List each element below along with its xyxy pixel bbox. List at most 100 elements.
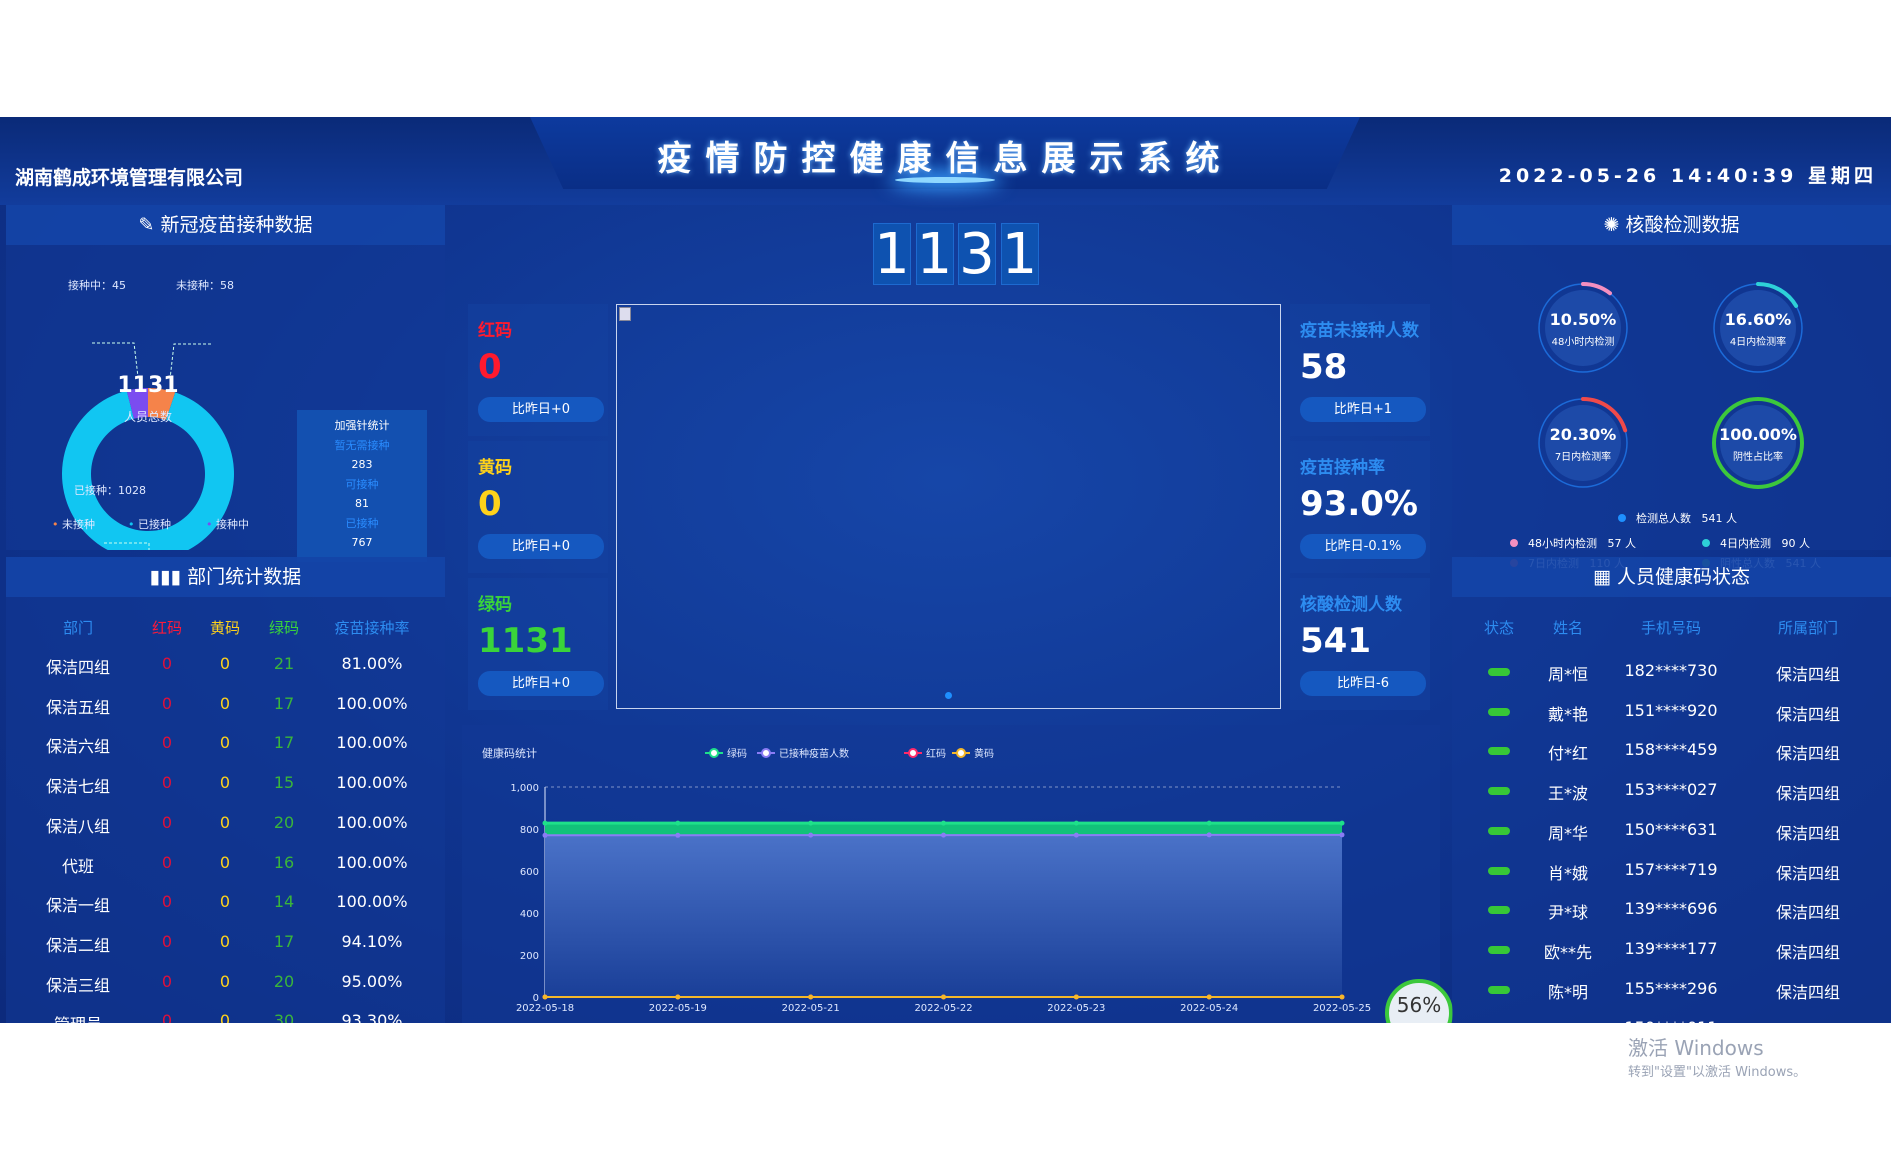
- card-delta-badge[interactable]: 比昨日+0: [478, 671, 604, 696]
- data-point[interactable]: [808, 820, 814, 826]
- y-tick-label: 1,000: [510, 783, 539, 794]
- legend-in-progress[interactable]: • 接种中: [206, 518, 249, 531]
- data-point[interactable]: [542, 994, 548, 1000]
- table-row[interactable]: 付*红 158****459 保洁四组: [1452, 740, 1891, 764]
- table-row[interactable]: 保洁四组 0 0 21 81.00%: [6, 654, 445, 678]
- stat-card: 疫苗接种率 93.0% 比昨日-0.1%: [1290, 441, 1430, 573]
- data-point[interactable]: [1073, 820, 1079, 826]
- progress-ring: [1712, 282, 1804, 374]
- table-cell: 17: [273, 693, 295, 713]
- data-point[interactable]: [1073, 994, 1079, 1000]
- table-row[interactable]: 保洁一组 0 0 14 100.00%: [6, 892, 445, 916]
- data-point[interactable]: [675, 832, 681, 838]
- table-cell: 95.00%: [341, 971, 403, 991]
- dept-panel-title: ▮▮▮ 部门统计数据: [6, 557, 445, 597]
- data-point[interactable]: [542, 832, 548, 838]
- data-point[interactable]: [1206, 994, 1212, 1000]
- table-cell: 0: [219, 1011, 231, 1023]
- data-point[interactable]: [941, 820, 946, 826]
- donut-segment[interactable]: [126, 388, 148, 419]
- table-cell: 14: [273, 892, 295, 912]
- donut-segment[interactable]: [62, 390, 234, 550]
- ring-value: 20.30%: [1549, 425, 1617, 444]
- table-row[interactable]: 周*恒 182****730 保洁四组: [1452, 661, 1891, 685]
- table-cell: 15: [273, 773, 295, 793]
- card-delta-badge[interactable]: 比昨日+0: [478, 397, 604, 422]
- data-point[interactable]: [1339, 832, 1345, 838]
- x-tick-label: 2022-05-19: [649, 1003, 707, 1014]
- table-cell: 保洁四组: [45, 658, 110, 677]
- data-point[interactable]: [542, 820, 548, 826]
- health-header-2: 手机号码: [1640, 619, 1701, 637]
- card-delta-badge[interactable]: 比昨日+1: [1300, 397, 1426, 422]
- carousel-dot[interactable]: [945, 692, 952, 699]
- data-point[interactable]: [941, 832, 946, 838]
- counter-digit: 1: [915, 222, 954, 287]
- leader-line: [104, 542, 150, 550]
- table-row[interactable]: 戴*艳 151****920 保洁四组: [1452, 701, 1891, 725]
- table-row[interactable]: 代班 0 0 16 100.00%: [6, 853, 445, 877]
- ring-value: 10.50%: [1549, 310, 1617, 329]
- x-tick-label: 2022-05-25: [1313, 1003, 1371, 1014]
- table-row[interactable]: 保洁八组 0 0 20 100.00%: [6, 813, 445, 837]
- legend-label[interactable]: 已接种疫苗人数: [779, 747, 849, 760]
- legend-label[interactable]: 绿码: [727, 747, 747, 760]
- health-panel: ▦ 人员健康码状态 状态 姓名 手机号码 所属部门 周*恒 182****730 保洁四组 戴*…: [1452, 557, 1891, 1023]
- table-cell: 182****730: [1624, 661, 1718, 680]
- data-point[interactable]: [808, 994, 814, 1000]
- card-delta-badge[interactable]: 比昨日-6: [1300, 671, 1426, 696]
- status-indicator: [1488, 707, 1510, 716]
- table-row[interactable]: 肖*娥 157****719 保洁四组: [1452, 860, 1891, 884]
- table-row[interactable]: 保洁三组 0 0 20 95.00%: [6, 972, 445, 996]
- vaccine-donut-chart: [62, 342, 234, 550]
- legend-text: 48小时内检测 57 人: [1528, 537, 1636, 550]
- data-point[interactable]: [1073, 832, 1079, 838]
- legend-dot: [1618, 514, 1626, 522]
- table-row[interactable]: 陈*明 155****296 保洁四组: [1452, 979, 1891, 1003]
- dept-header-2: 黄码: [209, 619, 240, 637]
- data-point[interactable]: [808, 832, 814, 838]
- card-delta-badge[interactable]: 比昨日-0.1%: [1300, 534, 1426, 559]
- table-cell: 代班: [61, 856, 94, 876]
- table-row[interactable]: 胡*辉150****011保洁五组: [1452, 1018, 1891, 1023]
- table-row[interactable]: 管理员 0 0 30 93.30%: [6, 1011, 445, 1023]
- progress-ring: [1712, 397, 1804, 489]
- table-row[interactable]: 保洁五组 0 0 17 100.00%: [6, 694, 445, 718]
- ring-progress: [1712, 397, 1804, 489]
- card-label: 红码: [478, 321, 512, 341]
- legend-label[interactable]: 红码: [926, 747, 946, 760]
- data-point[interactable]: [941, 994, 946, 1000]
- table-row[interactable]: 周*华 150****631 保洁四组: [1452, 820, 1891, 844]
- table-cell: 欧**先: [1543, 942, 1592, 962]
- data-point[interactable]: [675, 994, 681, 1000]
- table-cell: 保洁五组: [1738, 1018, 1878, 1023]
- donut-segment[interactable]: [148, 388, 176, 420]
- table-row[interactable]: 尹*球 139****696 保洁四组: [1452, 899, 1891, 923]
- card-value: 0: [478, 484, 502, 524]
- table-cell: 153****027: [1624, 780, 1718, 800]
- card-label: 疫苗未接种人数: [1300, 321, 1419, 341]
- table-row[interactable]: 保洁六组 0 0 17 100.00%: [6, 733, 445, 757]
- table-cell: 0: [219, 931, 231, 951]
- data-point[interactable]: [675, 820, 681, 826]
- table-row[interactable]: 王*波 153****027 保洁四组: [1452, 780, 1891, 804]
- card-delta-badge[interactable]: 比昨日+0: [478, 534, 604, 559]
- table-cell: 保洁四组: [1775, 665, 1840, 684]
- table-row[interactable]: 欧**先 139****177 保洁四组: [1452, 939, 1891, 963]
- table-cell: 保洁四组: [1775, 982, 1840, 1002]
- legend-not-vaccinated[interactable]: • 未接种: [52, 518, 95, 531]
- table-cell: 157****719: [1624, 859, 1718, 879]
- data-point[interactable]: [1339, 994, 1345, 1000]
- legend-label[interactable]: 黄码: [974, 747, 994, 760]
- booster-value: 283: [351, 458, 373, 471]
- table-cell: 0: [161, 892, 173, 912]
- table-row[interactable]: 保洁二组 0 0 17 94.10%: [6, 932, 445, 956]
- health-panel-title: ▦ 人员健康码状态: [1452, 557, 1891, 597]
- legend-vaccinated[interactable]: • 已接种: [128, 518, 171, 531]
- data-point[interactable]: [1206, 832, 1212, 838]
- data-point[interactable]: [1206, 820, 1212, 826]
- table-row[interactable]: 保洁七组 0 0 15 100.00%: [6, 773, 445, 797]
- data-point[interactable]: [1339, 820, 1345, 826]
- table-cell: 139****696: [1624, 899, 1718, 919]
- page-title: 疫情防控健康信息展示系统: [657, 139, 1234, 179]
